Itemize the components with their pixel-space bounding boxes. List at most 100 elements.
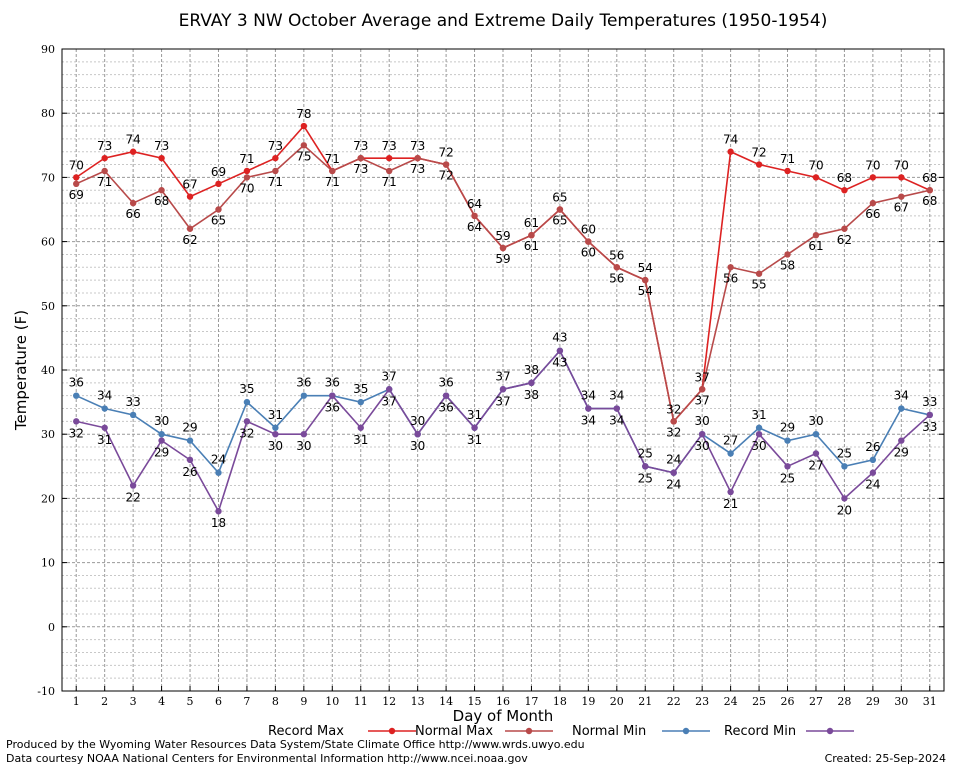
legend-swatch-marker	[388, 727, 396, 735]
data-point	[613, 405, 621, 412]
data-point	[812, 431, 820, 438]
data-point	[101, 167, 108, 175]
data-point	[186, 193, 194, 200]
data-label: 32	[666, 425, 681, 439]
data-point	[243, 398, 251, 406]
data-point	[499, 386, 507, 393]
data-point	[300, 142, 308, 149]
data-label: 73	[382, 139, 397, 153]
legend-item-normal-max: Normal Max	[415, 724, 553, 739]
x-tick-label: 26	[781, 695, 795, 708]
data-point	[698, 431, 706, 438]
x-tick-label: 25	[752, 695, 766, 708]
data-point	[101, 424, 108, 431]
data-label: 37	[695, 393, 710, 407]
x-tick-label: 18	[553, 695, 567, 708]
data-point	[385, 386, 393, 393]
data-label: 25	[837, 446, 852, 460]
data-label: 71	[780, 152, 795, 166]
data-label: 62	[837, 233, 852, 247]
data-point	[556, 347, 564, 354]
data-point	[300, 431, 308, 438]
data-label: 31	[751, 408, 766, 422]
x-tick-label: 13	[411, 695, 425, 708]
data-point	[414, 431, 421, 438]
data-label: 73	[410, 162, 425, 176]
data-label: 33	[922, 395, 937, 409]
data-point	[642, 276, 649, 284]
y-tick-label: 40	[41, 364, 55, 377]
labels-normal-max: 69 71 66 68 62 65 70 71 75 71 73 71 73 72 64 59 61 65 60 56…	[69, 149, 938, 439]
x-tick-label: 20	[610, 695, 624, 708]
y-tick-label: 10	[41, 557, 55, 570]
data-label: 68	[154, 194, 169, 208]
data-point	[585, 238, 592, 245]
data-point	[357, 154, 364, 162]
data-label: 27	[808, 458, 823, 472]
grid	[62, 48, 944, 692]
data-point	[73, 392, 80, 399]
x-tick-label: 17	[524, 695, 538, 708]
data-label: 59	[495, 252, 510, 266]
x-tick-label: 19	[581, 695, 595, 708]
data-point	[755, 270, 763, 277]
data-point	[357, 398, 364, 406]
data-point	[300, 122, 308, 130]
data-point	[841, 225, 848, 232]
data-point	[585, 405, 592, 412]
data-label: 31	[353, 433, 368, 447]
data-label: 56	[609, 248, 624, 262]
data-label: 68	[922, 194, 937, 208]
data-point	[329, 167, 336, 175]
data-label: 35	[353, 382, 368, 396]
data-point	[215, 206, 222, 213]
data-label: 24	[865, 478, 880, 492]
data-point	[698, 386, 706, 393]
data-label: 74	[125, 133, 140, 147]
data-label: 37	[695, 370, 710, 384]
y-tick-label: 80	[41, 107, 55, 120]
data-label: 31	[467, 433, 482, 447]
data-label: 36	[296, 376, 311, 390]
legend-label: Record Max	[268, 724, 344, 739]
data-label: 36	[69, 376, 84, 390]
data-point	[471, 212, 478, 220]
data-point	[841, 187, 848, 194]
data-point	[642, 463, 649, 470]
data-label: 34	[609, 389, 624, 403]
data-label: 37	[495, 369, 510, 383]
data-point	[898, 193, 905, 200]
y-axis: -10 0 10 20 30 40 50 60 70 80 90	[37, 43, 944, 698]
data-label: 30	[410, 414, 425, 428]
data-point	[215, 180, 222, 188]
data-label: 61	[808, 239, 823, 253]
data-label: 30	[695, 439, 710, 453]
data-label: 71	[239, 152, 254, 166]
data-label: 37	[495, 394, 510, 408]
data-label: 73	[154, 139, 169, 153]
data-label: 61	[524, 239, 539, 253]
data-label: 34	[581, 414, 596, 428]
y-tick-label: 30	[41, 428, 55, 441]
legend-swatch-marker	[525, 727, 533, 735]
footer-credit-2: Data courtesy NOAA National Centers for …	[6, 752, 528, 765]
data-label: 30	[410, 439, 425, 453]
labels-record-max: 70 73 74 73 67 69 71 73 78 71 73 73 73 72 64 59 61 65 60 56…	[69, 107, 938, 416]
data-label: 71	[325, 175, 340, 189]
y-tick-label: 60	[41, 236, 55, 249]
data-label: 29	[182, 421, 197, 435]
data-label: 38	[524, 388, 539, 402]
data-label: 70	[894, 158, 909, 172]
data-point	[556, 206, 564, 213]
data-point	[784, 167, 791, 175]
data-label: 73	[410, 139, 425, 153]
data-point	[755, 431, 763, 438]
data-label: 30	[808, 414, 823, 428]
data-label: 71	[382, 175, 397, 189]
x-tick-label: 5	[187, 695, 194, 708]
data-label: 25	[638, 471, 653, 485]
data-point	[727, 148, 734, 155]
data-point	[186, 225, 194, 232]
data-label: 75	[296, 149, 311, 163]
x-tick-label: 10	[325, 695, 339, 708]
